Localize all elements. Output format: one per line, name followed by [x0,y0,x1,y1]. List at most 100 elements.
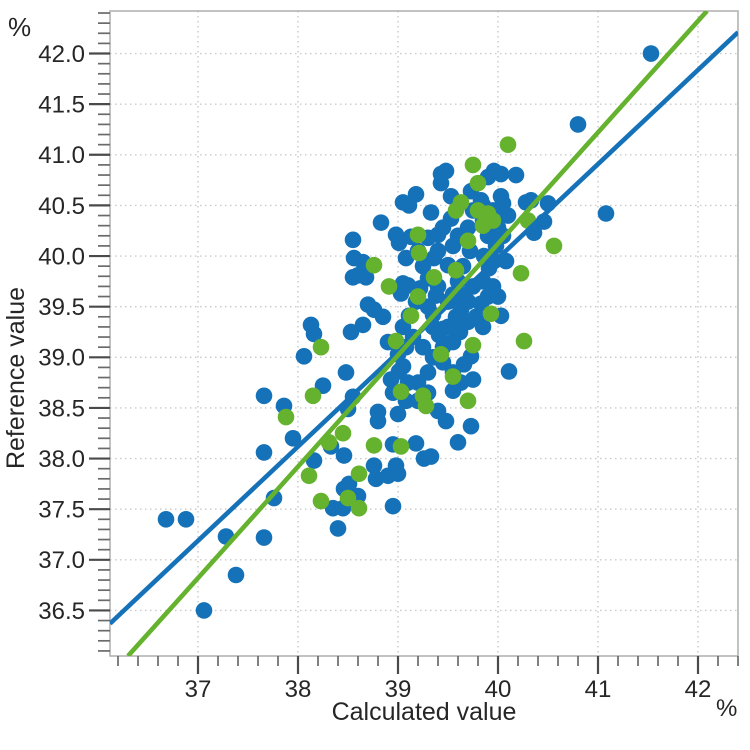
x-tick-label: 39 [385,676,412,703]
data-point-samples-green [392,383,410,401]
data-point-samples-green [515,332,533,350]
data-point-samples-blue [407,435,425,452]
y-tick-label: 36.5 [38,598,85,625]
x-tick-label: 37 [185,676,212,703]
x-axis-title: Calculated value [332,698,517,726]
data-point-samples-green [409,288,427,305]
data-point-samples-blue [295,347,313,365]
y-tick-label: 37.0 [38,547,85,574]
data-point-samples-green [459,392,477,410]
x-tick-label: 41 [585,676,612,703]
data-point-samples-blue [374,308,392,326]
data-point-samples-blue [414,338,432,356]
regression-lines [110,11,738,656]
data-point-samples-green [350,465,368,483]
data-point-samples-blue [384,497,402,515]
data-point-samples-blue [434,219,452,236]
data-point-samples-green [334,424,352,442]
data-point-samples-blue [400,197,418,214]
data-point-samples-green [365,437,383,454]
data-point-samples-blue [642,45,660,62]
data-point-samples-blue [372,214,390,231]
axis-tick-labels: 37 38 39 40 41 42 36.5 37.0 37.5 38.0 38.5 39.0 39.5… [38,41,711,703]
data-point-samples-blue [462,417,480,435]
data-point-samples-green [277,408,295,426]
x-tick-label: 42 [685,676,712,703]
data-point-samples-green [479,205,497,222]
data-point-samples-green [482,305,500,323]
data-point-samples-green [365,256,383,274]
data-point-samples-blue [444,333,462,351]
data-point-samples-blue [265,489,283,507]
data-point-samples-blue [284,429,302,447]
data-point-samples-blue [365,457,383,474]
data-point-samples-green [304,387,322,405]
data-point-samples-blue [492,187,510,205]
data-point-samples-blue [472,295,490,312]
data-point-samples-green [312,338,330,356]
data-point-samples-blue [255,444,273,461]
data-point-samples-green [499,136,517,153]
data-point-samples-blue [255,529,273,546]
data-point-samples-blue [569,116,587,133]
data-point-samples-green [392,438,410,455]
y-tick-label: 41.5 [38,92,85,119]
data-point-samples-green [300,467,318,485]
data-point-samples-blue [382,371,400,388]
data-point-samples-blue [459,219,477,236]
data-point-samples-blue [305,325,323,343]
y-tick-label: 38.0 [38,446,85,473]
data-point-samples-green [410,244,428,262]
y-tick-label: 42.0 [38,41,85,68]
data-point-samples-blue [499,207,517,224]
y-tick-label: 41.0 [38,142,85,169]
data-point-samples-blue [507,166,525,184]
data-point-samples-green [469,174,487,192]
data-point-samples-green [402,307,420,325]
data-point-samples-blue [337,364,355,381]
data-point-samples-green [464,156,482,174]
axis-ticks [89,12,739,674]
data-point-samples-blue [369,412,387,430]
data-point-samples-green [447,261,465,279]
data-point-samples-blue [429,242,447,260]
gridlines [110,11,738,656]
data-point-samples-green [339,489,357,507]
data-point-samples-blue [449,434,467,451]
y-tick-label: 39.5 [38,294,85,321]
data-point-samples-blue [389,405,407,423]
y-axis-unit-label: % [8,12,31,42]
data-point-samples-blue [227,566,245,584]
data-point-samples-blue [597,205,615,222]
data-point-samples-green [350,499,368,517]
data-point-samples-blue [392,285,410,302]
y-axis-title: Reference value [2,287,30,469]
data-point-samples-green [512,264,530,282]
data-point-samples-blue [177,511,195,528]
data-point-samples-green [425,269,443,286]
data-point-samples-blue [335,447,353,464]
data-point-samples-green [312,492,330,510]
y-tick-label: 39.0 [38,345,85,372]
data-point-samples-green [417,397,435,415]
data-point-samples-blue [329,520,347,537]
x-tick-label: 40 [485,676,512,703]
data-point-samples-blue [422,204,440,221]
data-point-samples-blue [354,316,372,334]
data-point-samples-green [459,232,477,250]
data-point-samples-blue [255,387,273,405]
data-point-samples-blue [432,174,450,192]
data-point-samples-blue [367,470,385,488]
plot-border [109,10,739,657]
data-point-samples-blue [314,377,332,394]
data-point-samples-blue [419,364,437,381]
data-point-samples-blue [157,511,175,528]
data-point-samples-blue [474,318,492,336]
data-point-samples-green [447,202,465,219]
x-tick-label: 38 [285,676,312,703]
data-point-samples-green [464,336,482,354]
y-tick-label: 40.5 [38,193,85,220]
data-point-samples-green [545,237,563,255]
